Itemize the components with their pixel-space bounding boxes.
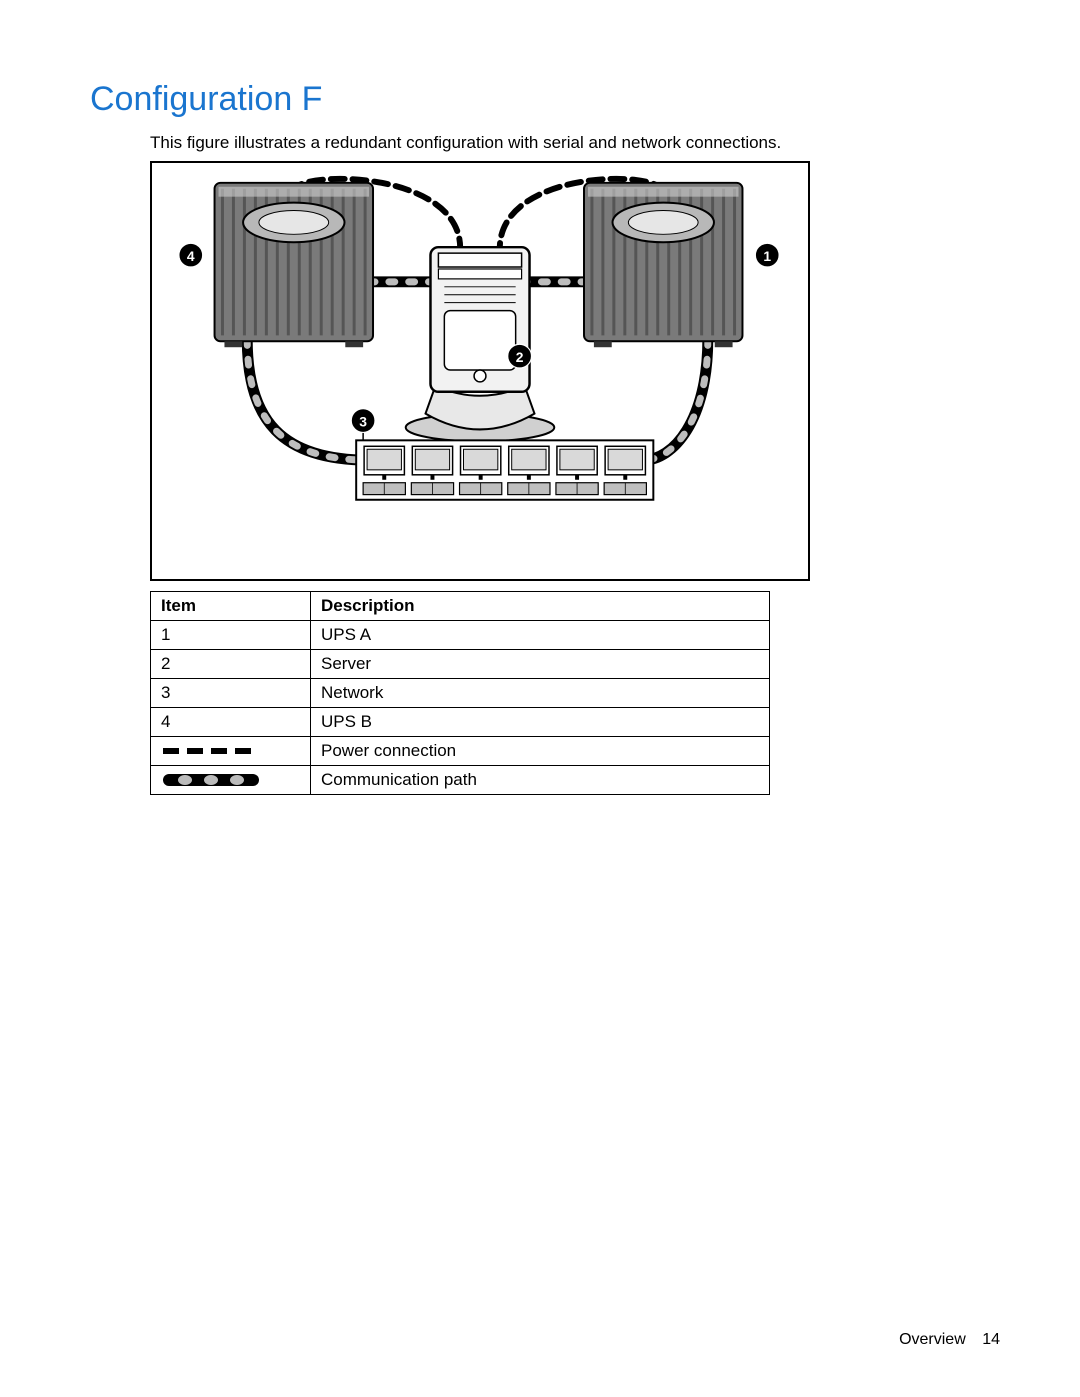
legend-item-cell: 1 [151,621,311,650]
callout-number: 1 [763,248,771,264]
legend-header-item: Item [151,592,311,621]
comm-line-icon [161,771,261,789]
server-icon [406,247,555,441]
table-row: Communication path [151,766,770,795]
ups-icon [584,183,742,347]
legend-item-cell: 2 [151,650,311,679]
legend-header-desc: Description [311,592,770,621]
caption-text: This figure illustrates a redundant conf… [150,133,1000,153]
table-row: 3Network [151,679,770,708]
legend-desc-cell: UPS B [311,708,770,737]
network-hub-icon [356,440,653,499]
legend-item-cell [151,737,311,766]
callout-number: 2 [516,349,524,365]
power-line-icon [161,744,261,758]
legend-item-cell: 4 [151,708,311,737]
footer-section: Overview [899,1331,966,1348]
legend-item-cell: 3 [151,679,311,708]
legend-desc-cell: Server [311,650,770,679]
footer-page-number: 14 [982,1331,1000,1348]
legend-desc-cell: Network [311,679,770,708]
ups-icon [215,183,373,347]
table-row: 4UPS B [151,708,770,737]
figure-frame: 1 2 3 4 [150,161,810,581]
page-footer: Overview 14 [899,1331,1000,1349]
table-row: 2Server [151,650,770,679]
callout-number: 4 [187,248,195,264]
diagram-svg: 1 2 3 4 [152,163,808,579]
page-title: Configuration F [90,80,1000,119]
legend-desc-cell: Power connection [311,737,770,766]
callout-number: 3 [359,414,367,430]
legend-desc-cell: Communication path [311,766,770,795]
legend-item-cell [151,766,311,795]
legend-table: Item Description 1UPS A2Server3Network4U… [150,591,770,795]
legend-desc-cell: UPS A [311,621,770,650]
table-row: 1UPS A [151,621,770,650]
table-row: Power connection [151,737,770,766]
